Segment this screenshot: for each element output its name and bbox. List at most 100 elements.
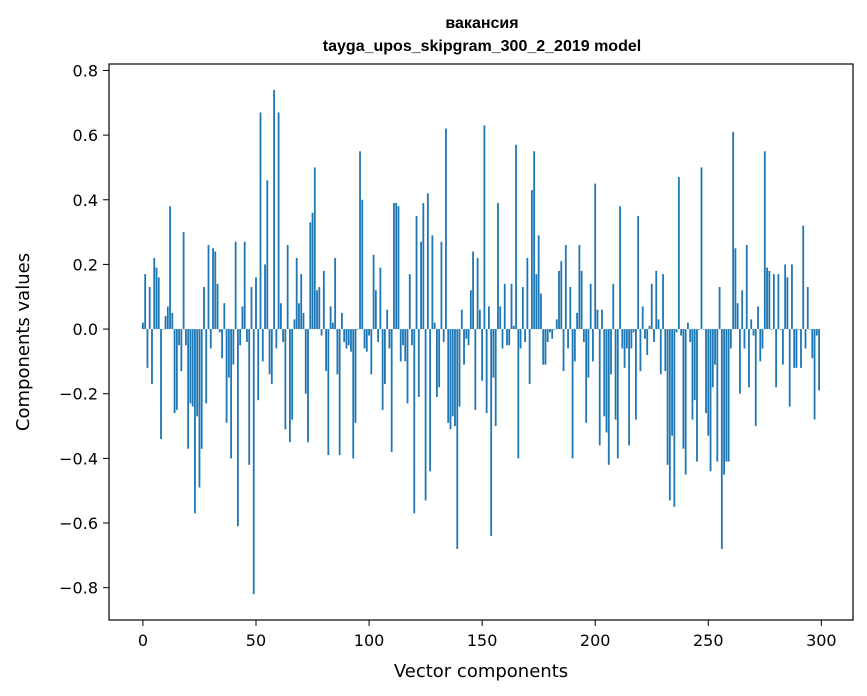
y-tick-label: 0.8	[73, 61, 98, 80]
bar-43	[239, 329, 242, 346]
bar-191	[573, 329, 576, 362]
bar-14	[173, 329, 176, 414]
bar-140	[458, 329, 461, 407]
bar-56	[268, 329, 271, 375]
bar-283	[781, 329, 784, 365]
bar-293	[804, 329, 807, 349]
bar-241	[687, 322, 689, 330]
bar-105	[379, 267, 382, 330]
x-tick-label: 300	[806, 631, 837, 650]
y-tick-label: −0.8	[59, 579, 98, 598]
bar-26	[200, 329, 203, 449]
bar-276	[766, 267, 768, 330]
y-tick-label: −0.2	[59, 385, 98, 404]
bar-20	[187, 329, 190, 449]
bar-256	[720, 329, 723, 549]
bar-196	[585, 329, 588, 423]
bar-99	[365, 329, 368, 352]
bar-52	[259, 112, 262, 330]
bar-6	[155, 267, 158, 330]
bar-0	[142, 322, 144, 330]
y-tick-label: 0.0	[73, 320, 98, 339]
bar-132	[440, 241, 443, 330]
bar-60	[277, 112, 280, 330]
bar-254	[716, 329, 719, 462]
bar-199	[592, 329, 594, 362]
bar-127	[429, 329, 432, 472]
bar-139	[456, 329, 459, 549]
bar-61	[279, 303, 282, 330]
bar-280	[775, 329, 778, 388]
bar-41	[234, 241, 237, 330]
bar-50	[255, 277, 257, 330]
bar-103	[374, 290, 377, 330]
bar-190	[571, 329, 574, 459]
bar-294	[806, 287, 809, 330]
bar-290	[797, 329, 800, 330]
bar-27	[203, 287, 205, 330]
chart-subtitle: tayga_upos_skipgram_300_2_2019 model	[323, 38, 641, 55]
bar-242	[689, 329, 692, 342]
bar-275	[763, 151, 766, 330]
bar-151	[483, 125, 486, 330]
bar-238	[680, 329, 683, 336]
bar-96	[359, 151, 361, 330]
x-axis-ticks: 0 50 100 150 200 250 300	[138, 620, 837, 650]
bar-91	[347, 329, 350, 346]
bar-159	[501, 329, 504, 349]
bar-200	[594, 183, 597, 330]
bar-4	[151, 329, 153, 385]
bar-35	[221, 329, 223, 359]
bar-201	[596, 309, 599, 330]
bar-170	[526, 257, 529, 330]
bar-153	[488, 306, 490, 330]
bar-5	[153, 257, 156, 330]
bar-84	[331, 322, 334, 330]
bar-63	[284, 329, 287, 430]
bar-207	[610, 329, 612, 375]
x-tick-label: 150	[467, 631, 498, 650]
bar-16	[178, 329, 181, 346]
bar-145	[469, 290, 472, 330]
bar-177	[542, 329, 545, 365]
y-axis-ticks: 0.8 0.6 0.4 0.2 0.0 −0.2 −0.4 −0.6 −0.8	[59, 61, 109, 598]
bar-17	[180, 329, 183, 372]
bar-249	[705, 329, 707, 414]
bar-282	[779, 329, 782, 330]
bar-197	[587, 329, 590, 378]
bar-62	[282, 329, 285, 342]
bar-175	[537, 235, 540, 330]
bar-278	[770, 329, 773, 330]
bar-78	[318, 287, 321, 330]
bar-2	[146, 329, 149, 368]
x-tick-label: 0	[138, 631, 148, 650]
bar-245	[696, 329, 698, 462]
bar-11	[166, 306, 169, 330]
x-tick-label: 200	[580, 631, 611, 650]
bar-148	[476, 257, 479, 330]
bar-174	[535, 274, 538, 330]
bar-86	[336, 329, 339, 375]
bar-289	[795, 329, 798, 368]
bar-291	[800, 329, 802, 368]
bar-112	[395, 203, 398, 330]
bar-178	[544, 329, 547, 365]
bar-98	[363, 329, 366, 349]
bar-149	[478, 309, 481, 330]
bar-25	[198, 329, 201, 488]
bar-258	[725, 329, 728, 462]
y-tick-label: 0.6	[73, 126, 98, 145]
bar-72	[304, 329, 307, 394]
bar-32	[214, 251, 217, 330]
bar-198	[589, 283, 592, 330]
bar-205	[605, 329, 608, 433]
bar-211	[619, 206, 621, 330]
bar-210	[616, 329, 619, 459]
bar-255	[718, 287, 721, 330]
bar-187	[564, 245, 567, 330]
bar-65	[289, 329, 291, 443]
bar-24	[196, 329, 199, 417]
bar-163	[510, 283, 513, 330]
bar-288	[793, 329, 796, 368]
